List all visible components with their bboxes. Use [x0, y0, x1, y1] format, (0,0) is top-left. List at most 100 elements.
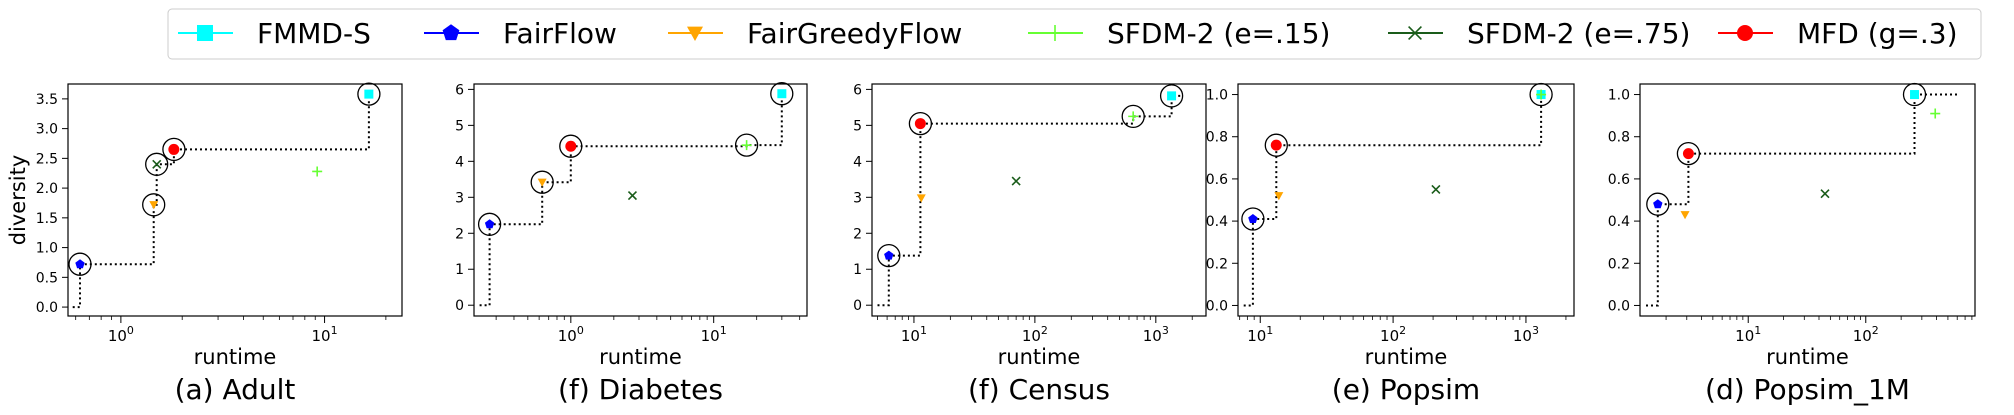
y-tick-label: 2.5 [36, 151, 58, 167]
x-tick-label: 101 [312, 324, 338, 345]
y-tick-label: 1.5 [36, 211, 58, 227]
x-tick-label: 102 [1380, 324, 1406, 345]
skyline-line [72, 94, 370, 309]
y-tick-label: 6 [853, 82, 862, 98]
legend-entry: FairGreedyFlow [668, 17, 962, 50]
skyline-highlight [142, 193, 166, 217]
chart-panel: 0 1 2 3 4 5 6 100 101 runtime (f) Diabetes [455, 82, 808, 406]
data-point [1536, 89, 1547, 100]
data-point [1248, 214, 1258, 223]
chart-title: (a) Adult [175, 373, 296, 406]
legend: FMMD-S FairFlow FairGreedyFlow SFDM-2 (e=.1… [167, 8, 1982, 60]
plot-frame [871, 83, 1207, 317]
x-tick-label: 102 [1853, 324, 1879, 345]
skyline-highlight [734, 133, 759, 157]
y-tick-label: 1.0 [1206, 88, 1228, 104]
y-tick-label: 2 [853, 226, 862, 242]
x-tick-label: 101 [1735, 324, 1761, 345]
plot-frame [1639, 83, 1976, 317]
y-tick-label: 3.0 [36, 122, 58, 138]
skyline-highlight [145, 152, 169, 176]
y-tick-label: 0.2 [1206, 256, 1228, 272]
y-tick-label: 0.0 [1608, 298, 1630, 314]
data-point [1820, 189, 1830, 199]
y-tick-label: 5 [455, 118, 464, 134]
data-point [1910, 90, 1920, 100]
skyline-highlight [1646, 192, 1670, 216]
y-tick-label: 0.8 [1608, 130, 1630, 146]
x-axis-label: runtime [1365, 345, 1448, 369]
x-tick-label: 101 [701, 324, 727, 345]
x-axis-label: runtime [998, 345, 1081, 369]
legend-marker [1408, 26, 1422, 40]
x-axis-label: runtime [194, 345, 277, 369]
y-tick-label: 0.8 [1206, 130, 1228, 146]
legend-entry: MFD (g=.3) [1718, 17, 1958, 50]
skyline-highlight [559, 134, 583, 158]
skyline-highlight [1121, 104, 1145, 129]
data-point [565, 140, 577, 152]
data-point [364, 89, 374, 99]
y-tick-label: 1.0 [1608, 88, 1630, 104]
skyline-highlight [162, 137, 186, 162]
y-tick-label: 5 [853, 118, 862, 134]
x-tick-label: 102 [1022, 324, 1048, 345]
x-axis-label: runtime [599, 345, 682, 369]
legend-entry: SFDM-2 (e=.75) [1388, 17, 1690, 50]
legend-label: FairFlow [503, 17, 617, 50]
data-point [152, 159, 162, 169]
legend-marker [197, 25, 213, 41]
legend-label: FMMD-S [257, 17, 371, 50]
y-tick-label: 3 [853, 190, 862, 206]
skyline-line [1646, 93, 1958, 307]
skyline-highlight [1264, 133, 1288, 157]
y-tick-label: 3.5 [36, 92, 58, 108]
y-tick-label: 0 [455, 298, 464, 314]
legend-label: SFDM-2 (e=.15) [1107, 17, 1330, 50]
y-tick-label: 1 [455, 262, 464, 278]
data-point [916, 194, 926, 203]
chart-title: (f) Diabetes [558, 373, 723, 406]
x-tick-label: 101 [901, 324, 927, 345]
y-tick-label: 0.4 [1608, 214, 1630, 230]
x-tick-label: 100 [108, 324, 134, 345]
legend-marker [1737, 25, 1753, 41]
y-tick-label: 4 [455, 154, 464, 170]
data-point [484, 219, 495, 229]
chart-panel: 0 1 2 3 4 5 6 101 102 103 runtime (f) Census [853, 82, 1207, 406]
y-tick-label: 1.0 [36, 241, 58, 257]
data-point [149, 201, 159, 210]
data-point [1680, 211, 1690, 220]
y-tick-label: 0.5 [36, 270, 58, 286]
plot-frame [473, 83, 808, 317]
skyline-highlight [1241, 207, 1265, 231]
legend-entry: SFDM-2 (e=.15) [1028, 17, 1330, 50]
y-tick-label: 0.6 [1206, 172, 1228, 188]
legend-marker [687, 26, 703, 41]
chart-title: (d) Popsim_1M [1705, 373, 1910, 406]
data-point [914, 118, 926, 130]
data-point [1274, 192, 1284, 201]
data-point [1653, 199, 1663, 209]
skyline-highlight [1159, 84, 1184, 108]
y-tick-label: 0.0 [36, 300, 58, 316]
skyline-highlight [877, 243, 901, 268]
y-tick-label: 4 [853, 154, 862, 170]
legend-marker [442, 24, 460, 41]
plot-frame [67, 83, 403, 317]
legend-label: MFD (g=.3) [1797, 17, 1958, 50]
data-point [537, 178, 547, 187]
y-tick-label: 2 [455, 226, 464, 242]
y-tick-label: 2.0 [36, 181, 58, 197]
data-point [1011, 176, 1021, 186]
skyline-line [479, 93, 783, 307]
data-point [75, 259, 85, 269]
y-tick-label: 0.4 [1206, 214, 1228, 230]
x-tick-label: 103 [1513, 324, 1539, 345]
skyline-highlight [530, 170, 554, 194]
skyline-line [877, 94, 1181, 307]
chart-panel: 0.0 0.2 0.4 0.6 0.8 1.0 101 102 103 runtime (e) Po… [1206, 82, 1575, 406]
